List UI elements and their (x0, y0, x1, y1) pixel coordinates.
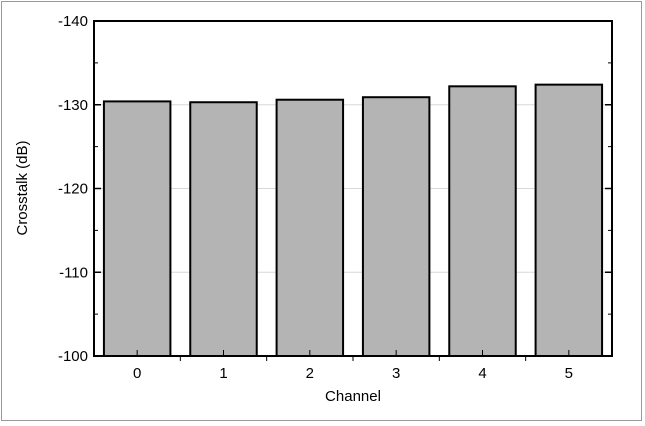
y-tick-label: -120 (58, 181, 88, 198)
y-tick-label: -130 (58, 97, 88, 114)
y-axis-label: Crosstalk (dB) (14, 140, 31, 235)
x-tick-label: 1 (219, 365, 227, 382)
x-tick-label: 0 (133, 365, 141, 382)
y-axis: -140 -130 -120 -110 -100 (58, 13, 612, 365)
y-tick-label: -100 (58, 348, 88, 365)
chart-frame: -140 -130 -120 -110 -100 0 1 2 3 4 5 Channel Cros… (1, 1, 642, 421)
x-tick-label: 2 (306, 365, 314, 382)
bars (102, 83, 604, 358)
x-axis: 0 1 2 3 4 5 (133, 350, 573, 382)
x-axis-label: Channel (325, 388, 381, 405)
x-tick-label: 3 (392, 365, 400, 382)
y-tick-label: -140 (58, 13, 88, 30)
bar-channel-2 (275, 98, 345, 357)
bar-channel-1 (189, 101, 258, 357)
x-tick-label: 5 (565, 365, 573, 382)
bar-channel-3 (361, 96, 431, 358)
y-tick-label: -110 (59, 264, 88, 281)
bar-channel-5 (534, 83, 604, 358)
bar-channel-0 (102, 100, 172, 358)
grid-lines (94, 104, 612, 273)
x-tick-label: 4 (478, 365, 486, 382)
bar-channel-4 (448, 85, 517, 357)
